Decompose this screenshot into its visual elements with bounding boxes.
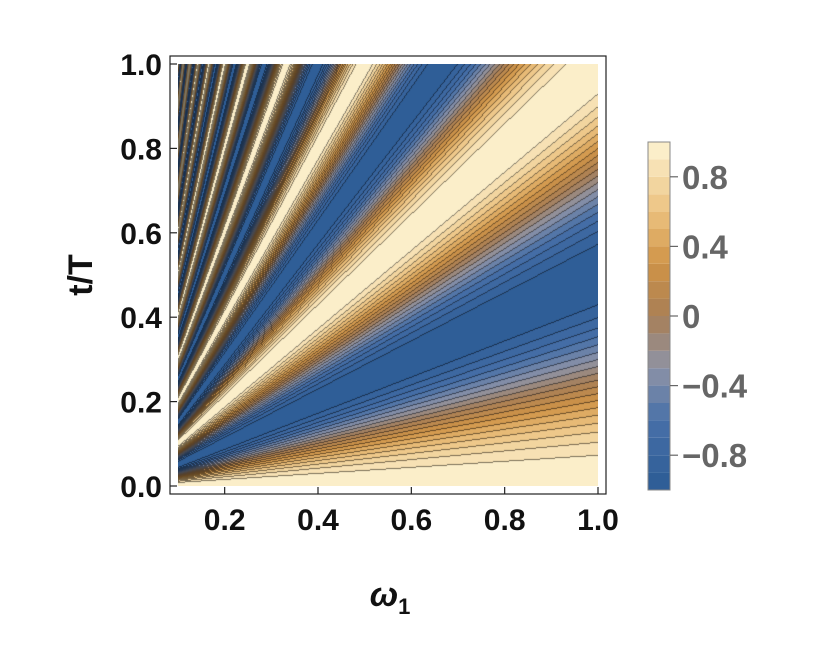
colorbar-band	[648, 455, 670, 473]
y-axis-label: t/T	[62, 254, 100, 296]
x-tick-label: 0.4	[297, 504, 339, 537]
plot-frame	[169, 55, 607, 495]
colorbar-band	[648, 159, 670, 177]
x-axis: 0.2 0.4 0.6 0.8 1.0	[204, 487, 619, 537]
contour-field	[178, 64, 598, 486]
y-tick-label: 1.0	[120, 49, 162, 82]
colorbar-band	[648, 211, 670, 229]
colorbar-band	[648, 176, 670, 195]
colorbar-band	[648, 263, 670, 282]
x-axis-label: ω1	[370, 576, 411, 619]
plot-area	[178, 64, 598, 486]
colorbar-band	[648, 229, 670, 247]
colorbar-band	[648, 472, 670, 490]
colorbar-band	[648, 281, 670, 299]
colorbar-tick-label: −0.8	[682, 437, 747, 474]
colorbar-band	[648, 333, 670, 351]
x-axis-label-base: ω	[370, 576, 398, 614]
colorbar: 0.8 0.4 0 −0.4 −0.8	[647, 141, 748, 491]
colorbar-band	[648, 350, 670, 369]
colorbar-band	[648, 298, 670, 316]
colorbar-band	[648, 246, 670, 264]
colorbar-tick-label: 0	[682, 298, 700, 335]
colorbar-band	[648, 194, 670, 212]
colorbar-band	[648, 420, 670, 438]
y-tick-label: 0.2	[120, 387, 162, 420]
x-tick-label: 0.8	[484, 504, 526, 537]
colorbar-tick-label: 0.4	[682, 228, 729, 265]
colorbar-tick-label: 0.8	[682, 159, 728, 196]
x-tick-label: 1.0	[577, 504, 619, 537]
y-axis: 0.0 0.2 0.4 0.6 0.8 1.0	[120, 49, 177, 504]
y-tick-label: 0.8	[120, 133, 162, 166]
x-axis-label-subscript: 1	[398, 594, 410, 619]
x-tick-label: 0.6	[390, 504, 432, 537]
colorbar-band	[648, 368, 670, 386]
x-tick-label: 0.2	[204, 504, 246, 537]
colorbar-band	[648, 403, 670, 421]
y-tick-label: 0.4	[120, 302, 162, 335]
colorbar-band	[648, 316, 670, 334]
y-tick-label: 0.0	[120, 471, 162, 504]
colorbar-band	[648, 142, 670, 160]
y-tick-label: 0.6	[120, 218, 162, 251]
colorbar-band	[648, 385, 670, 403]
colorbar-band	[648, 437, 670, 456]
colorbar-tick-label: −0.4	[682, 368, 748, 405]
